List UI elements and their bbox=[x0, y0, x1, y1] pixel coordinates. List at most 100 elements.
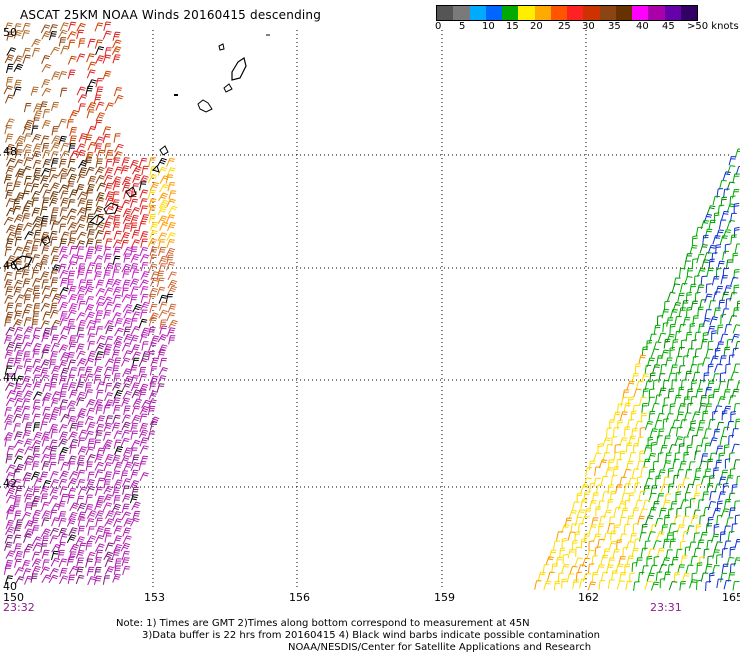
wind-barb bbox=[15, 485, 23, 495]
wind-barb bbox=[85, 279, 93, 289]
wind-barb bbox=[705, 348, 714, 359]
wind-barb bbox=[60, 413, 70, 423]
wind-barb bbox=[40, 493, 49, 503]
wind-barb bbox=[104, 518, 114, 527]
wind-barb bbox=[694, 275, 700, 286]
wind-barb bbox=[679, 461, 687, 471]
wind-barb bbox=[130, 462, 140, 472]
wind-barb bbox=[14, 495, 22, 505]
wind-barb bbox=[667, 291, 676, 302]
wind-barb bbox=[130, 326, 141, 335]
wind-barb bbox=[49, 359, 57, 369]
wind-barb bbox=[102, 445, 111, 455]
wind-barb bbox=[619, 572, 627, 582]
wind-barb bbox=[717, 396, 726, 406]
wind-barb bbox=[14, 149, 23, 159]
wind-barb bbox=[701, 259, 710, 269]
wind-barb bbox=[95, 326, 104, 336]
wind-barb bbox=[149, 181, 160, 191]
wind-barb bbox=[86, 102, 97, 111]
wind-barb bbox=[59, 391, 67, 401]
wind-barb bbox=[122, 485, 130, 495]
wind-barb bbox=[729, 563, 736, 574]
wind-barb bbox=[694, 450, 701, 461]
wind-barb bbox=[87, 471, 95, 482]
wind-barb bbox=[31, 439, 42, 449]
wind-barb bbox=[646, 555, 653, 566]
wind-barb bbox=[726, 557, 735, 567]
wind-barb bbox=[21, 559, 31, 569]
wind-barb bbox=[615, 484, 623, 494]
wind-barb bbox=[592, 533, 602, 543]
wind-barb bbox=[685, 331, 693, 342]
wind-barb bbox=[138, 358, 148, 367]
wind-barb bbox=[730, 234, 737, 245]
wind-barb bbox=[130, 375, 139, 385]
wind-barb bbox=[121, 421, 131, 431]
wind-barb bbox=[646, 572, 655, 582]
wind-barb bbox=[96, 477, 105, 487]
wind-barb bbox=[102, 296, 113, 306]
wind-barb bbox=[650, 441, 657, 453]
wind-barb bbox=[67, 494, 75, 504]
island-outline bbox=[103, 202, 119, 215]
wind-barb bbox=[13, 63, 24, 73]
wind-barb bbox=[14, 310, 23, 320]
wind-barb bbox=[93, 94, 102, 104]
wind-barb bbox=[647, 452, 656, 462]
wind-barb bbox=[50, 342, 60, 352]
wind-barb bbox=[94, 230, 104, 240]
wind-barb bbox=[123, 333, 133, 343]
wind-barb bbox=[51, 71, 61, 81]
wind-barb bbox=[113, 133, 121, 143]
wind-barb bbox=[554, 580, 561, 591]
wind-barb bbox=[66, 167, 77, 176]
wind-barb bbox=[39, 471, 49, 481]
wind-barb bbox=[32, 174, 41, 184]
wind-barb bbox=[95, 302, 104, 312]
wind-barb bbox=[149, 254, 158, 264]
wind-barb bbox=[612, 427, 620, 437]
wind-barb bbox=[105, 510, 115, 520]
wind-barb bbox=[4, 124, 13, 135]
wind-barb bbox=[67, 21, 77, 31]
wind-barb bbox=[704, 293, 713, 303]
wind-barb bbox=[51, 391, 61, 400]
wind-barb bbox=[613, 451, 621, 462]
wind-barb bbox=[723, 188, 730, 199]
wind-barb bbox=[666, 532, 674, 542]
wind-barb bbox=[732, 581, 740, 591]
wind-barb bbox=[23, 222, 33, 231]
wind-barb bbox=[728, 434, 735, 445]
scale-swatch bbox=[567, 6, 584, 20]
wind-barb bbox=[59, 317, 69, 327]
wind-barb bbox=[657, 315, 663, 326]
wind-barb bbox=[139, 472, 149, 482]
wind-barb bbox=[41, 142, 50, 153]
wind-barb bbox=[721, 291, 730, 302]
wind-barb bbox=[68, 335, 77, 345]
wind-barb bbox=[22, 342, 33, 351]
wind-barb bbox=[641, 565, 649, 575]
wind-barb bbox=[93, 271, 102, 281]
wind-barb bbox=[22, 472, 32, 481]
wind-barb bbox=[700, 339, 708, 349]
wind-barb bbox=[611, 570, 618, 581]
wind-barb bbox=[24, 231, 34, 240]
wind-barb bbox=[40, 271, 50, 281]
scale-swatch bbox=[664, 6, 681, 20]
wind-barb bbox=[606, 427, 613, 438]
wind-barb bbox=[113, 373, 121, 383]
wind-barb bbox=[617, 419, 623, 430]
wind-barb bbox=[58, 359, 68, 369]
wind-barb bbox=[671, 379, 678, 390]
wind-barb bbox=[638, 571, 645, 582]
wind-barb bbox=[40, 302, 51, 312]
wind-barb bbox=[13, 23, 22, 33]
wind-barb bbox=[157, 166, 167, 176]
wind-barb bbox=[85, 166, 95, 176]
wind-barb bbox=[728, 315, 738, 325]
wind-barb bbox=[683, 355, 689, 366]
wind-barb bbox=[627, 477, 636, 487]
wind-barb bbox=[643, 485, 651, 495]
